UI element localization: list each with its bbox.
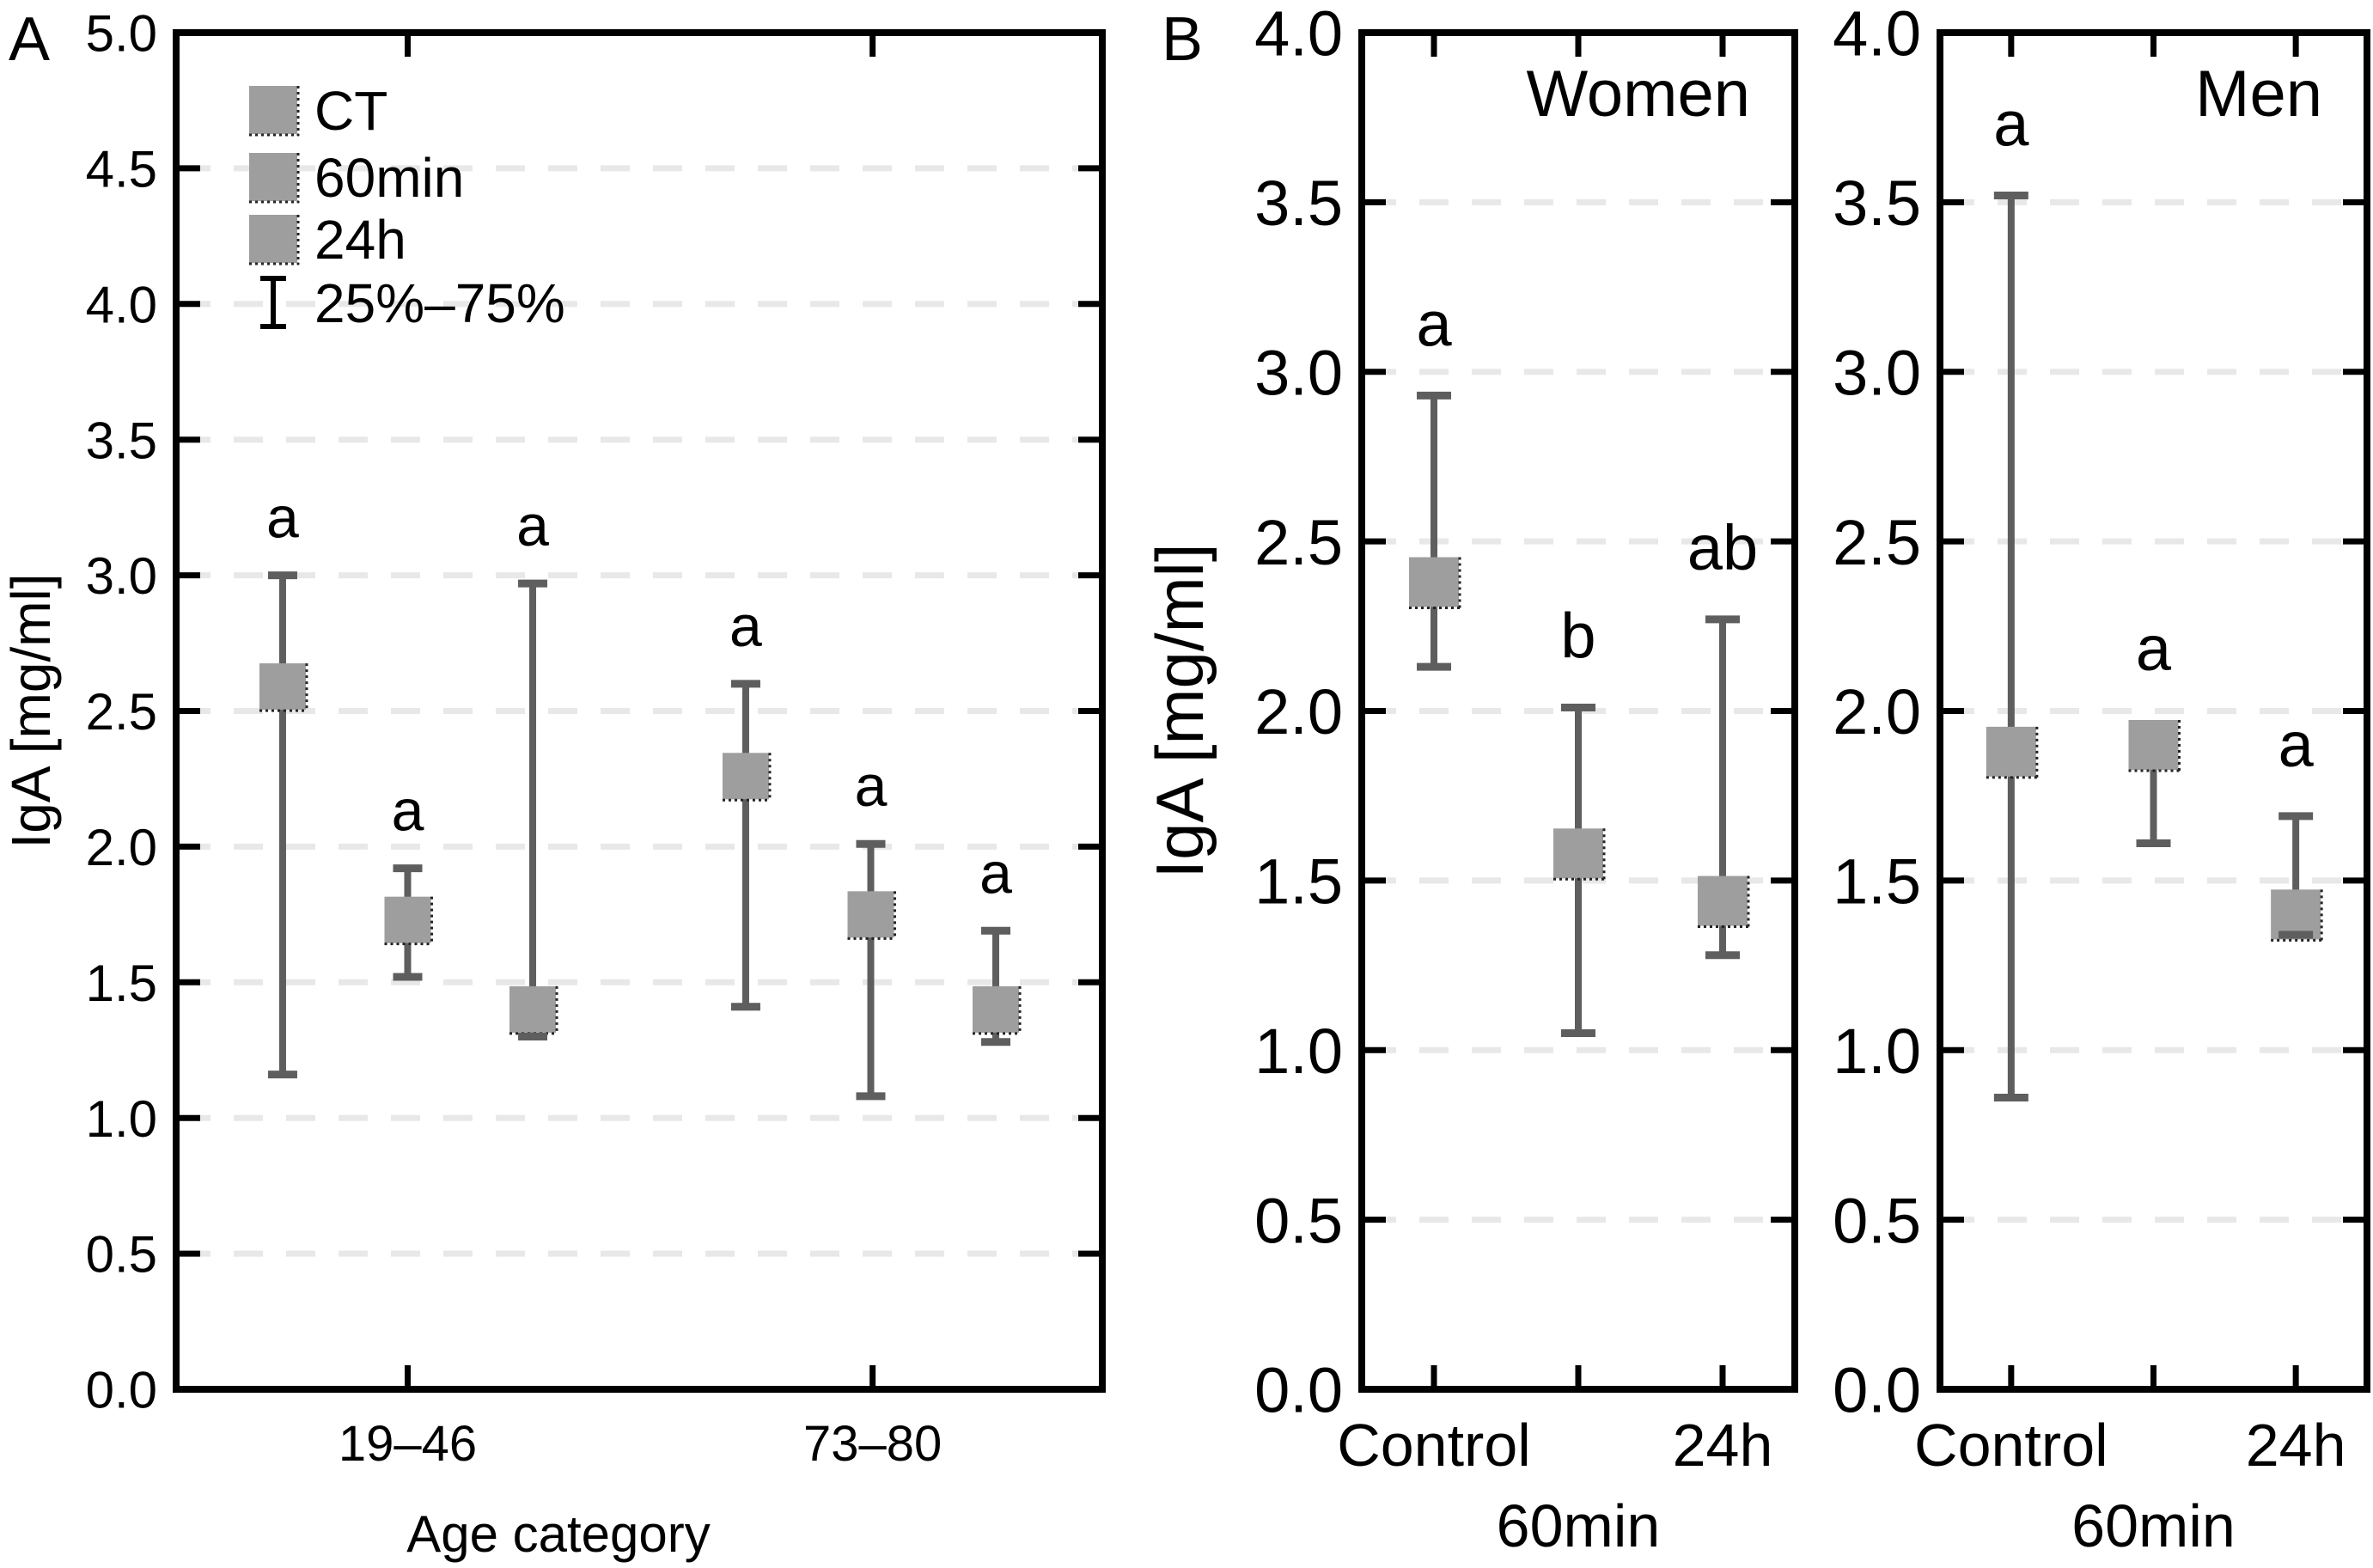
- panel-frame: [1937, 29, 2370, 1393]
- y-tick-label: 3.5: [1833, 168, 1921, 239]
- significance-letter: a: [729, 594, 762, 659]
- x-category-label: Control: [1914, 1412, 2108, 1479]
- y-tick-label: 1.0: [1833, 1016, 1921, 1087]
- legend-swatch: [249, 86, 297, 134]
- panel-a-letter: A: [9, 5, 51, 74]
- y-tick-label: 4.5: [86, 141, 157, 198]
- median-square-marker: [847, 891, 894, 938]
- x-category-label: 24h: [1673, 1412, 1773, 1479]
- panel-frame: [1358, 29, 1798, 1393]
- y-tick-label: 0.5: [1833, 1185, 1921, 1256]
- x-category-label: 60min: [2071, 1492, 2236, 1559]
- median-square-marker: [384, 896, 431, 943]
- significance-letter: a: [266, 485, 299, 551]
- y-tick-label: 0.5: [86, 1226, 157, 1284]
- y-tick-label: 2.0: [86, 819, 157, 876]
- median-square-marker: [973, 985, 1020, 1033]
- y-tick-label: 0.0: [1254, 1355, 1343, 1426]
- x-axis-title: Age category: [406, 1505, 711, 1563]
- significance-letter: ab: [1687, 512, 1758, 583]
- panel-title: Men: [2195, 58, 2322, 131]
- y-tick-label: 4.0: [1254, 0, 1343, 70]
- significance-letter: a: [1993, 88, 2029, 159]
- significance-letter: a: [979, 840, 1012, 906]
- legend-label: CT: [314, 80, 387, 142]
- median-square-marker: [2128, 719, 2179, 770]
- y-tick-label: 1.0: [86, 1090, 157, 1148]
- y-tick-label: 1.0: [1254, 1016, 1343, 1087]
- median-square-marker: [722, 753, 769, 800]
- panel-b-letter: B: [1162, 5, 1204, 74]
- y-tick-label: 2.5: [1254, 507, 1343, 578]
- legend-label: 24h: [314, 209, 406, 271]
- panel-title: Women: [1527, 58, 1750, 131]
- y-tick-label: 3.0: [1833, 337, 1921, 408]
- significance-letter: b: [1560, 601, 1595, 672]
- y-tick-label: 2.5: [1833, 507, 1921, 578]
- x-category-label: 19–46: [339, 1416, 477, 1472]
- significance-letter: a: [2278, 709, 2315, 780]
- legend-swatch: [249, 215, 297, 263]
- median-square-marker: [1553, 828, 1603, 879]
- y-tick-label: 1.5: [1254, 846, 1343, 918]
- significance-letter: a: [855, 753, 888, 819]
- median-square-marker: [509, 985, 557, 1033]
- legend-swatch: [249, 153, 297, 201]
- y-tick-label: 0.0: [1833, 1355, 1921, 1426]
- y-tick-label: 3.5: [86, 412, 157, 469]
- y-tick-label: 4.0: [1833, 0, 1921, 70]
- x-category-label: 73–80: [803, 1416, 942, 1472]
- panel-frame: [173, 29, 1106, 1393]
- y-tick-label: 0.5: [1254, 1185, 1343, 1256]
- y-tick-label: 4.0: [86, 276, 157, 333]
- significance-letter: a: [2136, 613, 2172, 684]
- legend-label: 60min: [314, 147, 464, 209]
- x-category-label: 24h: [2246, 1412, 2346, 1479]
- median-square-marker: [259, 663, 306, 711]
- median-square-marker: [1409, 557, 1460, 607]
- y-tick-label: 5.0: [86, 5, 157, 63]
- significance-letter: a: [1416, 288, 1452, 359]
- y-tick-label: 1.5: [1833, 846, 1921, 918]
- median-square-marker: [1697, 876, 1748, 926]
- significance-letter: a: [516, 493, 549, 558]
- y-tick-label: 0.0: [86, 1362, 157, 1419]
- y-axis-title: IgA [mg/ml]: [1142, 543, 1217, 878]
- y-tick-label: 3.0: [86, 547, 157, 605]
- x-category-label: Control: [1337, 1412, 1531, 1479]
- y-tick-label: 1.5: [86, 955, 157, 1012]
- y-tick-label: 2.0: [1254, 676, 1343, 747]
- y-tick-label: 2.0: [1833, 676, 1921, 747]
- y-axis-title: IgA [mg/ml]: [0, 573, 62, 848]
- median-square-marker: [1986, 726, 2036, 777]
- y-tick-label: 3.5: [1254, 168, 1343, 239]
- y-tick-label: 3.0: [1254, 337, 1343, 408]
- x-category-label: 60min: [1497, 1492, 1661, 1559]
- legend-range-label: 25%–75%: [314, 272, 565, 334]
- significance-letter: a: [392, 778, 424, 844]
- y-tick-label: 2.5: [86, 683, 157, 741]
